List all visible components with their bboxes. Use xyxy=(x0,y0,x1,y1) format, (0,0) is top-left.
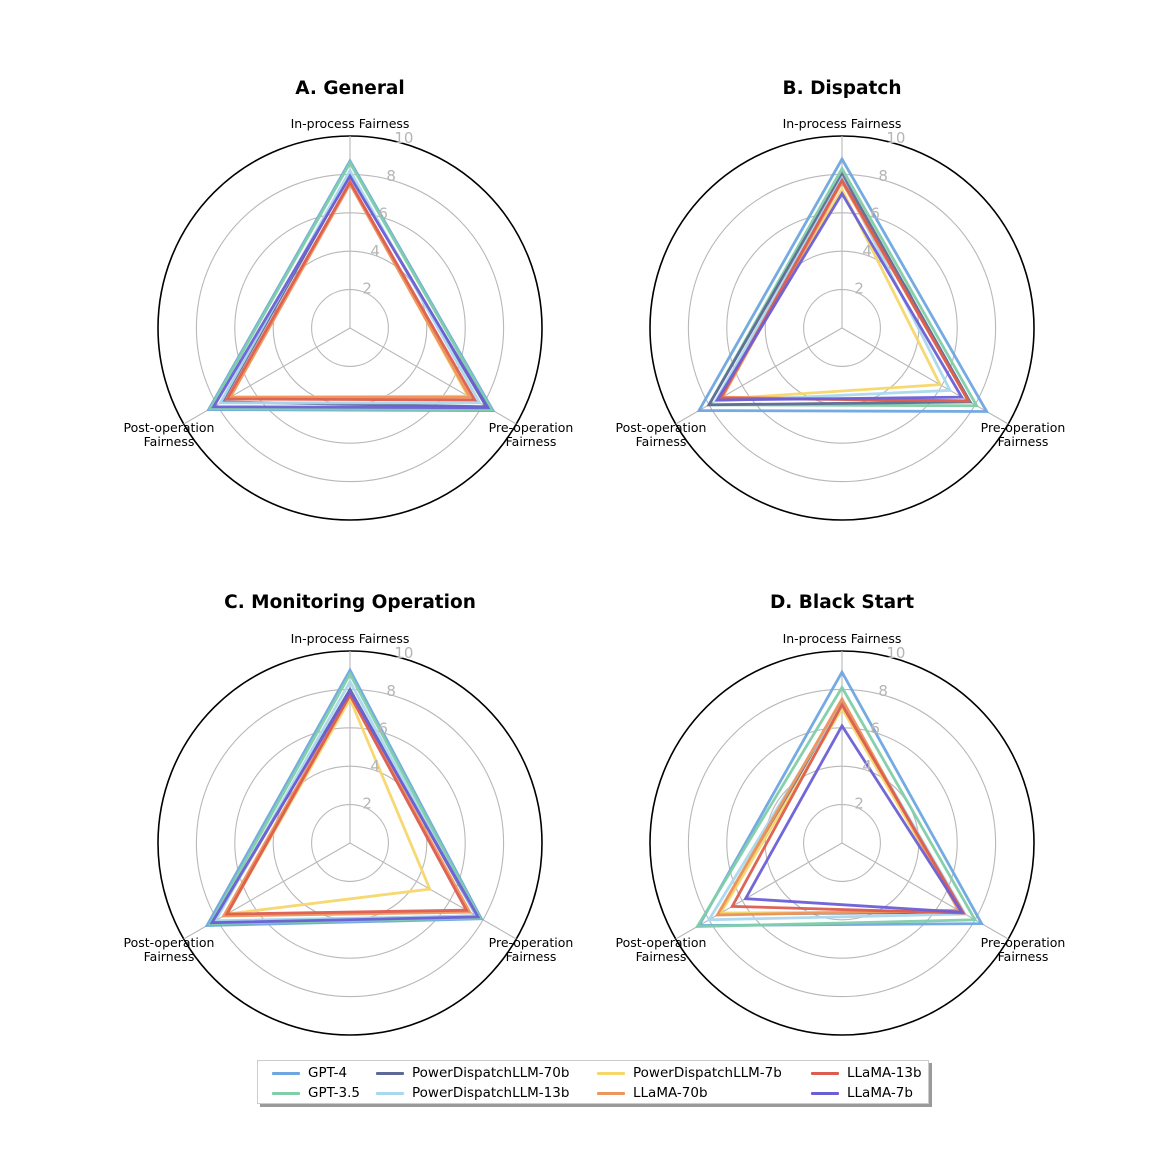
series-polygon xyxy=(706,171,973,407)
legend-label: LLaMA-70b xyxy=(633,1085,708,1101)
legend-item: PowerDispatchLLM-7b xyxy=(597,1063,782,1083)
legend-label: LLaMA-7b xyxy=(847,1085,913,1101)
axis-label: Fairness xyxy=(506,949,557,964)
series-polygon xyxy=(706,165,980,408)
legend-label: GPT-4 xyxy=(308,1065,348,1081)
axis-label: Fairness xyxy=(636,434,687,449)
radial-tick-label: 4 xyxy=(370,757,380,775)
radar-spoke xyxy=(841,327,1009,425)
axis-label: In-process Fairness xyxy=(783,631,902,646)
axis-label: Pre-operation xyxy=(981,420,1066,435)
legend-swatch xyxy=(811,1071,839,1075)
legend-swatch xyxy=(376,1071,404,1075)
chart-title: A. General xyxy=(295,78,405,99)
axis-label: Pre-operation xyxy=(981,935,1066,950)
legend-label: LLaMA-13b xyxy=(847,1065,922,1081)
series-polygon xyxy=(212,678,479,923)
series-polygon xyxy=(729,701,966,915)
radial-tick-label: 10 xyxy=(394,129,413,147)
axis-label: Fairness xyxy=(144,434,195,449)
axis-label: Post-operation xyxy=(124,935,215,950)
chart-title: B. Dispatch xyxy=(783,78,902,99)
radial-tick-label: 8 xyxy=(386,682,396,700)
chart-title: C. Monitoring Operation xyxy=(224,592,476,613)
chart-title: D. Black Start xyxy=(770,592,914,613)
radial-tick-label: 6 xyxy=(870,204,880,222)
series-polygon xyxy=(713,175,953,403)
legend: GPT-4 GPT-3.5 PowerDispatchLLM-70b PowerDis… xyxy=(257,1060,929,1104)
series-polygon xyxy=(211,173,491,410)
radar-panel-3: C. Monitoring Operation 2 4 6 8 10In-process … xyxy=(124,592,574,1036)
axis-label: Fairness xyxy=(506,434,557,449)
legend-label: GPT-3.5 xyxy=(308,1085,360,1101)
legend-swatch xyxy=(272,1091,300,1095)
radial-tick-label: 8 xyxy=(386,167,396,185)
legend-swatch xyxy=(272,1071,300,1075)
axis-label: Pre-operation xyxy=(489,935,574,950)
axis-label: Fairness xyxy=(998,949,1049,964)
radial-tick-label: 4 xyxy=(862,757,872,775)
radial-tick-label: 8 xyxy=(878,682,888,700)
radial-tick-label: 2 xyxy=(854,279,864,297)
series-polygon xyxy=(224,179,478,402)
radial-tick-label: 4 xyxy=(370,242,380,260)
legend-item: GPT-4 xyxy=(272,1063,347,1083)
series-polygon xyxy=(694,684,978,928)
legend-item: LLaMA-13b xyxy=(811,1063,922,1083)
series-polygon xyxy=(221,690,473,918)
radial-tick-label: 6 xyxy=(378,719,388,737)
radial-tick-label: 2 xyxy=(362,794,372,812)
axis-label: Post-operation xyxy=(616,420,707,435)
series-polygon xyxy=(696,669,985,927)
axis-label: In-process Fairness xyxy=(783,116,902,131)
axis-label: In-process Fairness xyxy=(291,116,410,131)
radial-tick-label: 4 xyxy=(862,242,872,260)
series-polygon xyxy=(696,156,990,413)
radial-tick-label: 8 xyxy=(878,167,888,185)
legend-swatch xyxy=(376,1091,404,1095)
axis-label: Fairness xyxy=(144,949,195,964)
axis-label: Fairness xyxy=(998,434,1049,449)
radial-tick-label: 10 xyxy=(886,644,905,662)
radial-tick-label: 2 xyxy=(854,794,864,812)
axis-label: Pre-operation xyxy=(489,420,574,435)
axis-label: In-process Fairness xyxy=(291,631,410,646)
legend-item: LLaMA-7b xyxy=(811,1083,913,1103)
legend-swatch xyxy=(597,1071,625,1075)
series-polygon xyxy=(207,671,483,926)
legend-item: PowerDispatchLLM-70b xyxy=(376,1063,569,1083)
radial-tick-label: 6 xyxy=(378,204,388,222)
radial-tick-label: 10 xyxy=(394,644,413,662)
series-polygon xyxy=(204,667,484,928)
legend-item: GPT-3.5 xyxy=(272,1083,360,1103)
series-polygon xyxy=(207,160,494,412)
radial-tick-label: 10 xyxy=(886,129,905,147)
radial-tick-label: 6 xyxy=(870,719,880,737)
radar-spoke xyxy=(675,842,843,940)
radar-spoke xyxy=(675,327,843,425)
series-polygon xyxy=(209,688,481,925)
series-polygon xyxy=(227,181,473,399)
series-polygon xyxy=(718,705,963,915)
axis-label: Post-operation xyxy=(616,935,707,950)
series-polygon xyxy=(224,692,469,916)
series-polygon xyxy=(206,158,496,412)
legend-swatch xyxy=(811,1091,839,1095)
radar-spoke xyxy=(349,842,517,940)
series-polygon xyxy=(714,190,965,402)
legend-label: PowerDispatchLLM-13b xyxy=(412,1085,570,1101)
legend-label: PowerDispatchLLM-70b xyxy=(412,1065,570,1081)
legend-label: PowerDispatchLLM-7b xyxy=(633,1065,782,1081)
legend-item: PowerDispatchLLM-13b xyxy=(376,1083,569,1103)
series-polygon xyxy=(743,723,965,914)
legend-item: LLaMA-70b xyxy=(597,1083,708,1103)
axis-label: Post-operation xyxy=(124,420,215,435)
radial-tick-label: 2 xyxy=(362,279,372,297)
axis-label: Fairness xyxy=(636,949,687,964)
legend-swatch xyxy=(597,1091,625,1095)
